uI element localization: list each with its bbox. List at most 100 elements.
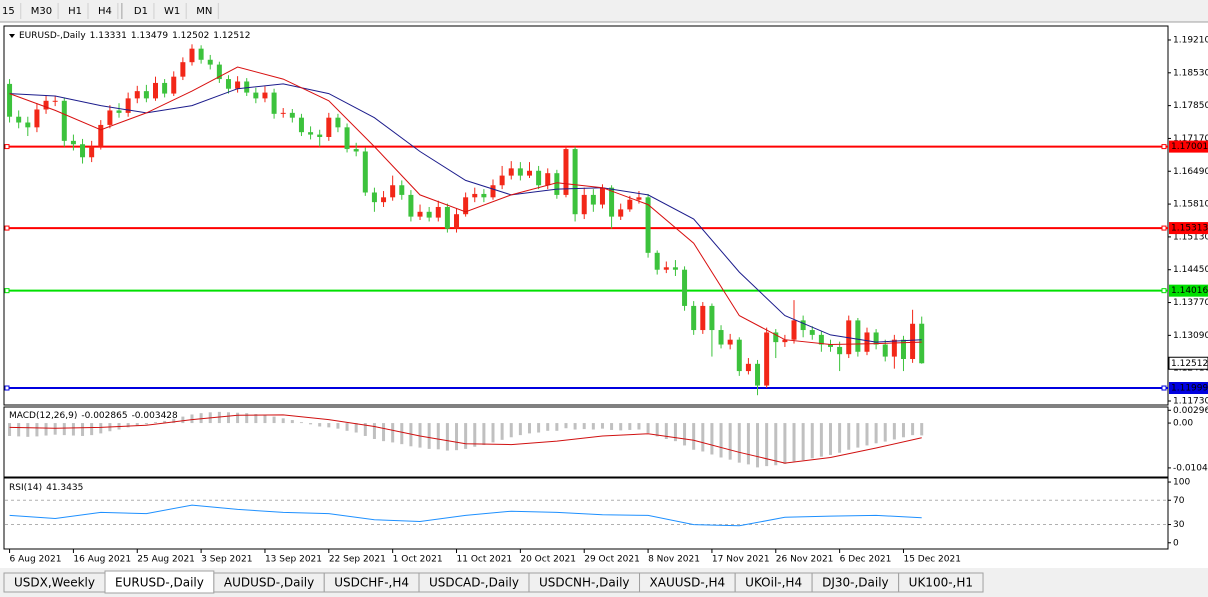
candle-body <box>563 149 569 195</box>
timeframe-button[interactable]: H1 <box>68 6 82 17</box>
candle-body <box>791 320 797 340</box>
chart-tab[interactable]: EURUSD-,Daily <box>104 570 215 594</box>
candle-body <box>7 83 13 117</box>
candle-body <box>590 194 596 205</box>
macd-histogram-bar <box>637 423 641 430</box>
x-tick-label: 11 Oct 2021 <box>457 555 513 565</box>
candle-body <box>709 305 715 331</box>
level-handle <box>4 288 10 294</box>
tab-label[interactable]: USDCNH-,Daily <box>539 576 630 590</box>
candle-body <box>70 140 76 145</box>
timeframe-button[interactable]: W1 <box>164 6 180 17</box>
tab-label[interactable]: XAUUSD-,H4 <box>650 576 726 590</box>
level-price-label: 1.14016 <box>1171 286 1208 296</box>
chart-tab[interactable]: USDCNH-,Daily <box>528 572 641 593</box>
current-price-box <box>1168 356 1208 370</box>
macd-histogram-bar <box>847 423 851 450</box>
macd-histogram-bar <box>354 423 358 433</box>
y-tick-label: -0.01042 <box>1173 463 1208 473</box>
tab-label[interactable]: USDCHF-,H4 <box>334 576 409 590</box>
chart-tab[interactable]: USDX,Weekly <box>3 572 106 593</box>
moving-average-line <box>9 66 922 346</box>
candle-body <box>171 76 177 94</box>
indicator-value: -0.002865 <box>81 411 127 421</box>
candle-body <box>517 168 523 176</box>
chart-tab[interactable]: UK100-,H1 <box>898 572 984 593</box>
chart-tab[interactable]: AUDUSD-,Daily <box>213 572 325 593</box>
macd-histogram-bar <box>783 423 787 464</box>
candle-body <box>426 211 432 218</box>
macd-histogram-bar <box>774 423 778 466</box>
timeframe-button[interactable]: M30 <box>31 6 52 17</box>
candle-body <box>444 206 450 229</box>
x-tick-label: 6 Aug 2021 <box>10 555 62 565</box>
indicator-header: RSI(14) 41.3435 <box>9 483 83 493</box>
y-tick-label: 1.13770 <box>1173 298 1208 308</box>
macd-histogram-bar <box>62 423 66 436</box>
level-handle <box>4 225 10 231</box>
macd-histogram-bar <box>445 423 449 451</box>
candle-body <box>809 330 815 335</box>
y-tick-label: 1.17850 <box>1173 101 1208 111</box>
tab-label[interactable]: UK100-,H1 <box>909 576 973 590</box>
chart-tab[interactable]: DJ30-,Daily <box>811 572 900 593</box>
macd-histogram-bar <box>90 423 94 436</box>
candle-body <box>910 323 916 360</box>
x-tick-label: 3 Sep 2021 <box>201 555 252 565</box>
candle-body <box>153 82 159 99</box>
macd-histogram-bar <box>44 423 48 436</box>
timeframe-button[interactable]: D1 <box>134 6 148 17</box>
timeframe-button[interactable]: 15 <box>2 6 15 17</box>
macd-histogram-bar <box>746 423 750 465</box>
tab-label[interactable]: EURUSD-,Daily <box>115 576 204 590</box>
candle-body <box>408 194 414 217</box>
candle-body <box>381 197 387 203</box>
y-tick-label: 1.14450 <box>1173 265 1208 275</box>
tab-label[interactable]: USDX,Weekly <box>14 576 95 590</box>
chart-tab[interactable]: XAUUSD-,H4 <box>639 572 736 593</box>
chart-tab[interactable]: USDCHF-,H4 <box>323 572 420 593</box>
macd-histogram-bar <box>500 423 504 440</box>
x-tick-label: 25 Aug 2021 <box>137 555 195 565</box>
tab-label[interactable]: AUDUSD-,Daily <box>224 576 314 590</box>
candle-body <box>43 100 49 110</box>
macd-histogram-bar <box>838 423 842 453</box>
tab-label[interactable]: DJ30-,Daily <box>822 576 889 590</box>
macd-histogram-bar <box>336 423 340 429</box>
macd-histogram-bar <box>199 413 203 424</box>
candle-body <box>663 267 669 270</box>
y-tick-label: 100 <box>1173 478 1190 488</box>
symbol-menu-arrow[interactable] <box>9 34 15 38</box>
macd-histogram-bar <box>655 423 659 437</box>
level-handle <box>1161 144 1167 150</box>
ohlc-value: 1.13479 <box>131 31 168 41</box>
y-tick-label: 1.19210 <box>1173 35 1208 45</box>
macd-histogram-bar <box>518 423 522 436</box>
macd-histogram-bar <box>309 423 313 425</box>
candle-body <box>873 332 879 345</box>
candle-body <box>61 100 67 141</box>
candle-body <box>353 149 359 152</box>
candle-body <box>891 339 897 357</box>
timeframe-button[interactable]: MN <box>196 6 212 17</box>
candle-body <box>599 187 605 205</box>
chart-tab[interactable]: USDCAD-,Daily <box>418 572 530 593</box>
chart-tab[interactable]: UKOil-,H4 <box>734 572 813 593</box>
timeframe-button[interactable]: H4 <box>98 6 112 17</box>
macd-histogram-bar <box>53 423 57 435</box>
candle-body <box>52 100 58 102</box>
macd-histogram-bar <box>719 423 723 458</box>
candle-body <box>800 320 806 331</box>
level-handle <box>1161 385 1167 391</box>
macd-histogram-bar <box>8 423 12 436</box>
macd-histogram-bar <box>71 423 75 436</box>
macd-histogram-bar <box>509 423 513 438</box>
macd-histogram-bar <box>600 423 604 429</box>
candle-body <box>472 193 478 198</box>
macd-histogram-bar <box>829 423 833 455</box>
tab-label[interactable]: USDCAD-,Daily <box>429 576 519 590</box>
candle-body <box>536 170 542 186</box>
level-price-label: 1.11999 <box>1171 384 1208 394</box>
tab-label[interactable]: UKOil-,H4 <box>745 576 802 590</box>
level-handle <box>1161 288 1167 294</box>
